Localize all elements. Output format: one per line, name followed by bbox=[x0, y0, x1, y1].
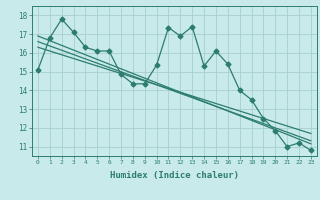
X-axis label: Humidex (Indice chaleur): Humidex (Indice chaleur) bbox=[110, 171, 239, 180]
